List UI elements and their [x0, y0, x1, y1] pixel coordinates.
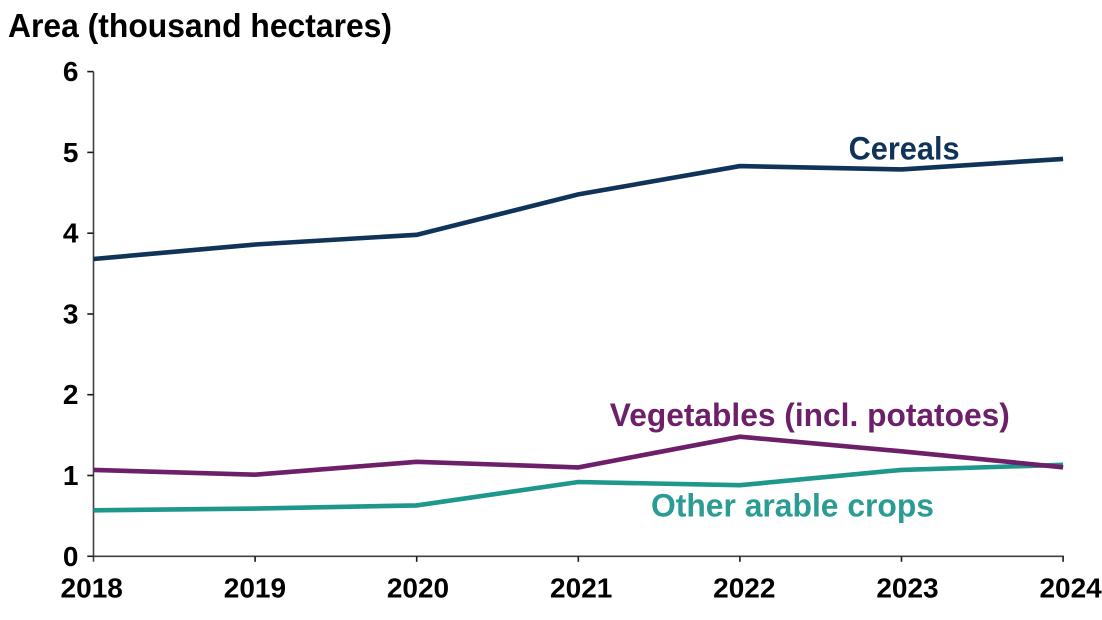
svg-text:Area (thousand hectares): Area (thousand hectares) — [8, 7, 392, 44]
svg-text:1: 1 — [63, 460, 79, 491]
svg-text:2023: 2023 — [876, 573, 938, 604]
svg-text:2022: 2022 — [713, 573, 775, 604]
svg-text:2: 2 — [63, 379, 79, 410]
svg-text:2020: 2020 — [387, 573, 449, 604]
svg-text:2018: 2018 — [61, 573, 123, 604]
svg-text:2024: 2024 — [1039, 573, 1102, 604]
svg-text:3: 3 — [63, 299, 79, 330]
svg-text:2019: 2019 — [224, 573, 286, 604]
svg-text:Vegetables (incl. potatoes): Vegetables (incl. potatoes) — [610, 397, 1010, 433]
svg-text:Other arable crops: Other arable crops — [651, 487, 934, 523]
svg-text:5: 5 — [63, 137, 79, 168]
svg-text:0: 0 — [63, 541, 79, 572]
svg-text:2021: 2021 — [550, 573, 612, 604]
svg-text:6: 6 — [63, 56, 79, 87]
svg-text:4: 4 — [63, 218, 79, 249]
svg-text:Cereals: Cereals — [849, 130, 960, 166]
